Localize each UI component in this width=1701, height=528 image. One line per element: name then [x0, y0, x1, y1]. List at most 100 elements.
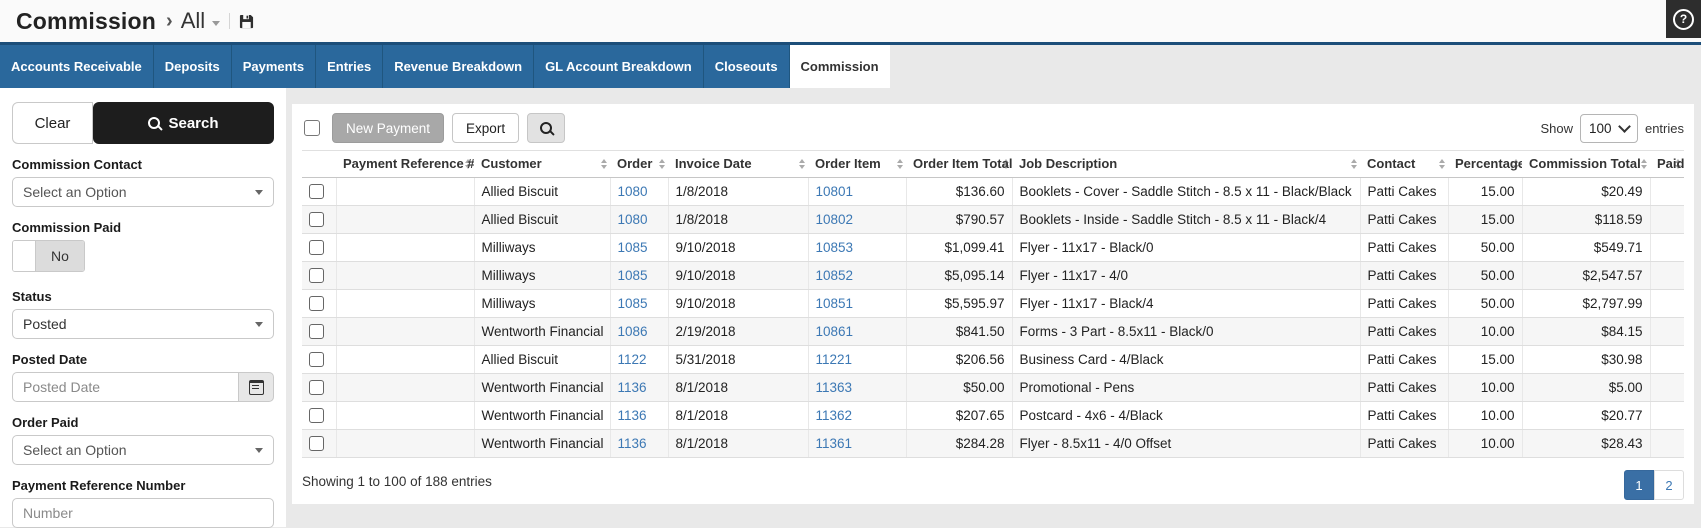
cell-paid: [1650, 401, 1684, 430]
page-size-select[interactable]: 100: [1579, 113, 1638, 143]
row-checkbox[interactable]: [309, 239, 324, 255]
order-item-link[interactable]: 11221: [815, 351, 853, 367]
tab[interactable]: Revenue Breakdown: [383, 45, 535, 88]
order-link[interactable]: 1085: [617, 295, 648, 311]
cell-percentage: 10.00: [1448, 401, 1523, 430]
column-header[interactable]: Payment Reference #: [336, 151, 474, 178]
cell-checkbox: [302, 177, 337, 206]
order-item-link[interactable]: 11362: [815, 407, 853, 423]
tab[interactable]: Payments: [231, 45, 317, 88]
table-search-button[interactable]: [527, 113, 566, 143]
tab[interactable]: Accounts Receivable: [0, 45, 154, 88]
cell-order: 1136: [610, 429, 669, 458]
column-header[interactable]: Customer: [474, 151, 610, 178]
cell-contact: Patti Cakes: [1360, 289, 1449, 318]
checkbox-column-header: [302, 151, 336, 178]
cell-invoice-date: 9/10/2018: [668, 289, 809, 318]
cell-order: 1136: [610, 401, 669, 430]
column-header[interactable]: Percentage: [1448, 151, 1522, 178]
cell-job-description: Forms - 3 Part - 8.5x11 - Black/0: [1012, 317, 1361, 346]
tab[interactable]: GL Account Breakdown: [534, 45, 704, 88]
cell-invoice-date: 8/1/2018: [668, 373, 809, 402]
save-view-button[interactable]: [239, 14, 254, 29]
row-checkbox[interactable]: [309, 295, 324, 311]
column-header-label: Commission Total: [1529, 156, 1641, 172]
order-item-link[interactable]: 10802: [815, 211, 854, 227]
order-item-link[interactable]: 11363: [815, 379, 853, 395]
order-link[interactable]: 1136: [617, 435, 647, 451]
row-checkbox[interactable]: [309, 183, 324, 199]
cell-customer: Wentworth Financial: [474, 317, 611, 346]
column-header[interactable]: Invoice Date: [668, 151, 808, 178]
order-link[interactable]: 1122: [617, 351, 647, 367]
cell-paid: [1650, 205, 1684, 234]
row-checkbox[interactable]: [309, 435, 324, 451]
cell-order-item: 10861: [808, 317, 907, 346]
row-checkbox[interactable]: [309, 323, 324, 339]
order-link[interactable]: 1136: [617, 379, 647, 395]
cell-job-description: Flyer - 11x17 - 4/0: [1012, 261, 1361, 290]
order-link[interactable]: 1085: [617, 267, 648, 283]
order-item-link[interactable]: 10801: [815, 183, 854, 199]
export-button[interactable]: Export: [452, 113, 520, 143]
order-item-link[interactable]: 11361: [815, 435, 853, 451]
column-header[interactable]: Paid: [1650, 151, 1684, 178]
column-header[interactable]: Contact: [1360, 151, 1448, 178]
order-item-link[interactable]: 10861: [815, 323, 854, 339]
help-button[interactable]: ?: [1666, 0, 1701, 38]
search-button[interactable]: Search: [93, 102, 274, 144]
select-value: Posted: [23, 316, 67, 332]
column-header[interactable]: Commission Total: [1522, 151, 1650, 178]
tab[interactable]: Entries: [316, 45, 384, 88]
column-header[interactable]: Order Item Total: [906, 151, 1012, 178]
table-footer: Showing 1 to 100 of 188 entries 1 2: [302, 470, 1684, 500]
status-select[interactable]: Posted: [12, 309, 274, 339]
column-header-label: Invoice Date: [675, 156, 752, 172]
select-all-checkbox[interactable]: [304, 120, 320, 136]
cell-paid: [1650, 429, 1684, 458]
cell-job-description: Promotional - Pens: [1012, 373, 1361, 402]
new-payment-button[interactable]: New Payment: [332, 113, 445, 143]
cell-paid: [1650, 345, 1684, 374]
calendar-button[interactable]: [238, 372, 274, 402]
cell-commission-total: $84.15: [1522, 317, 1651, 346]
order-paid-select[interactable]: Select an Option: [12, 435, 274, 465]
payment-reference-number-input[interactable]: [12, 498, 274, 528]
cell-contact: Patti Cakes: [1360, 205, 1449, 234]
tab[interactable]: Deposits: [153, 45, 232, 88]
order-item-link[interactable]: 10852: [815, 267, 854, 283]
cell-customer: Wentworth Financial: [474, 401, 611, 430]
tab[interactable]: Closeouts: [703, 45, 790, 88]
cell-contact: Patti Cakes: [1360, 401, 1449, 430]
order-item-link[interactable]: 10851: [815, 295, 854, 311]
view-dropdown-caret-icon[interactable]: [212, 20, 221, 26]
commission-paid-toggle[interactable]: No: [12, 240, 85, 272]
filter-sidebar: Clear Search Commission Contact Select a…: [0, 88, 286, 528]
column-header[interactable]: Order Item: [808, 151, 906, 178]
row-checkbox[interactable]: [309, 407, 324, 423]
tab[interactable]: Commission: [789, 45, 890, 88]
order-link[interactable]: 1136: [617, 407, 647, 423]
commission-contact-label: Commission Contact: [12, 157, 143, 172]
row-checkbox[interactable]: [309, 351, 324, 367]
order-link[interactable]: 1080: [617, 183, 648, 199]
cell-invoice-date: 1/8/2018: [668, 205, 809, 234]
order-link[interactable]: 1085: [617, 239, 648, 255]
cell-order-item: 10801: [808, 177, 907, 206]
row-checkbox[interactable]: [309, 267, 324, 283]
commission-contact-select[interactable]: Select an Option: [12, 177, 274, 207]
order-link[interactable]: 1086: [617, 323, 648, 339]
column-header[interactable]: Job Description: [1012, 151, 1360, 178]
row-checkbox[interactable]: [309, 379, 324, 395]
show-label: Show: [1540, 120, 1573, 136]
clear-button[interactable]: Clear: [12, 102, 93, 144]
pagination-page-button[interactable]: 2: [1654, 470, 1684, 500]
pagination-page-button[interactable]: 1: [1624, 470, 1654, 500]
cell-commission-total: $20.49: [1522, 177, 1651, 206]
cell-percentage: 50.00: [1448, 289, 1523, 318]
order-link[interactable]: 1080: [617, 211, 648, 227]
order-item-link[interactable]: 10853: [815, 239, 854, 255]
row-checkbox[interactable]: [309, 211, 324, 227]
column-header[interactable]: Order: [610, 151, 668, 178]
posted-date-input[interactable]: [12, 372, 238, 402]
